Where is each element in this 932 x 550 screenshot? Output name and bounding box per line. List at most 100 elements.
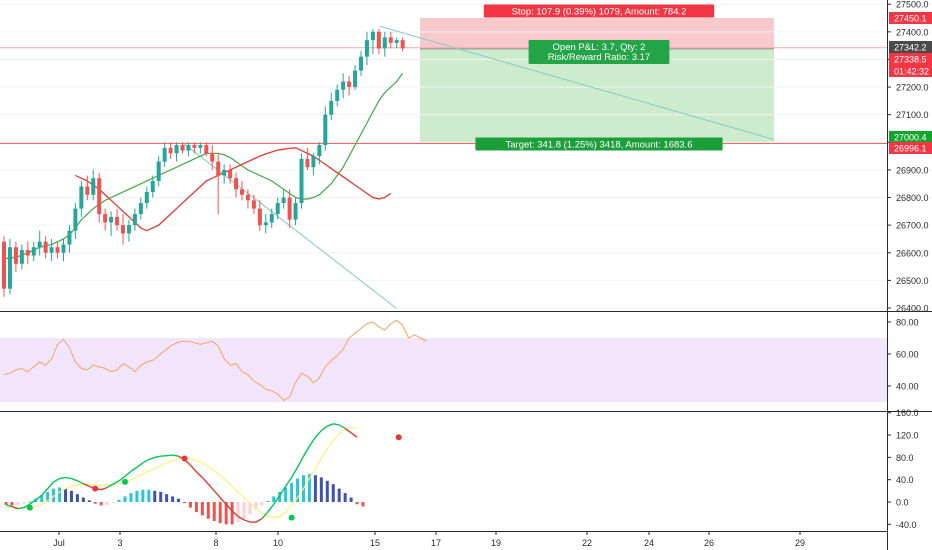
candle-body (293, 203, 298, 220)
macd-hist-bar (284, 487, 288, 502)
candle-body (85, 186, 90, 195)
moving-averages (4, 72, 404, 259)
candle (335, 84, 340, 107)
macd-hist-bar (313, 475, 317, 502)
candle-body (311, 156, 316, 168)
candle-body (370, 31, 375, 41)
macd-line-segment (154, 455, 161, 459)
candle (49, 238, 54, 262)
candle-body (287, 197, 292, 220)
macd-hist-bar (58, 487, 62, 502)
time-tick-label: 8 (213, 538, 218, 548)
candle-body (198, 145, 203, 148)
candle (31, 241, 36, 262)
macd-hist-bar (123, 496, 127, 502)
pnl-label[interactable]: Open P&L: 3.7, Qty: 2 Risk/Reward Ratio:… (528, 40, 670, 64)
candle (263, 214, 268, 234)
target-label[interactable]: Target: 341.8 (1.25%) 3418, Amount: 1683… (475, 137, 723, 151)
macd-line-segment (285, 477, 293, 487)
macd-line-segment (231, 510, 239, 518)
price-tick-label: 26600.0 (896, 248, 929, 258)
candle-body (275, 203, 280, 215)
macd-axis[interactable]: 160.0 120.0 80.0 40.0 0.0 -40.0 (887, 408, 919, 530)
badge-current-text: 27342.2 (894, 43, 927, 53)
macd-hist-bar (290, 483, 294, 502)
candle (85, 175, 90, 201)
macd-hist-bar (147, 489, 151, 502)
macd-tick-label: 160.0 (896, 408, 919, 418)
candle-body (132, 214, 137, 226)
target-zone (420, 48, 774, 143)
macd-tick-label: 40.0 (896, 475, 914, 485)
candle-body (126, 225, 131, 234)
macd-cross-dot (26, 504, 33, 511)
candle (162, 142, 167, 168)
macd-hist-bar (4, 502, 8, 505)
macd-line-segment (136, 462, 144, 468)
stop-label[interactable]: Stop: 107.9 (0.39%) 1079, Amount: 784.2 (483, 4, 715, 18)
candle (293, 197, 298, 226)
badge-countdown-text: 01:42:32 (894, 67, 929, 77)
price-tick-label: 27200.0 (896, 83, 929, 93)
rsi-tick-label: 60.00 (896, 350, 919, 360)
badge-current: 27342.2 (889, 41, 932, 53)
candle (37, 230, 42, 256)
candle-body (97, 178, 102, 215)
macd-hist-bar (111, 502, 115, 503)
macd-line-segment (160, 454, 167, 457)
target-label-bg (475, 137, 723, 151)
candle-body (240, 189, 244, 195)
candle-body (281, 197, 286, 204)
macd-line-segment (166, 454, 173, 457)
macd-hist-bar (28, 501, 32, 503)
badge-stop-text: 27450.1 (894, 14, 927, 24)
candle (180, 142, 185, 154)
macd-hist-bar (105, 502, 109, 505)
macd-line-segment (296, 455, 305, 468)
macd-hist-bar (236, 502, 240, 523)
candle-body (245, 194, 250, 201)
candle-body (382, 37, 387, 49)
candle-body (61, 244, 66, 253)
candle-body (180, 145, 185, 151)
rsi-band (0, 338, 887, 402)
candle (287, 189, 292, 228)
candles (2, 29, 405, 297)
candle (281, 189, 286, 209)
badge-entry-bg (889, 53, 932, 65)
candle-body (263, 222, 268, 226)
macd-hist-bar (343, 493, 347, 502)
candle (251, 194, 256, 215)
time-axis[interactable]: Jul 3 8 10 15 17 19 22 24 26 29 (53, 531, 805, 548)
macd-hist-bar (218, 502, 222, 524)
badge-hline-bg (889, 142, 932, 154)
candle (13, 241, 18, 273)
macd-hist-bar (266, 500, 270, 502)
macd-hist-bar (40, 495, 44, 502)
time-tick-label: 26 (704, 538, 714, 548)
macd-line-segment (273, 494, 281, 505)
candle-body (204, 145, 209, 154)
candle-body (341, 81, 346, 90)
time-tick-label: 3 (117, 538, 122, 548)
price-tick-label: 26700.0 (896, 221, 929, 231)
macd-hist-bar (272, 496, 276, 502)
candle (174, 142, 179, 162)
trend-line-projection (379, 25, 775, 141)
price-tick-label: 27400.0 (896, 27, 929, 37)
candle (204, 142, 209, 157)
candle (198, 142, 203, 154)
candle (19, 244, 24, 270)
macd-line-segment (279, 485, 287, 496)
candle (132, 208, 137, 231)
rsi-tick-label: 40.00 (896, 382, 919, 392)
rsi-axis[interactable]: 80.00 60.00 40.00 (887, 318, 919, 392)
candle (2, 236, 6, 297)
candle-body (210, 153, 215, 162)
candle-body (192, 145, 197, 148)
candle (115, 208, 120, 231)
candle-body (73, 208, 78, 231)
macd-line-segment (130, 466, 138, 472)
